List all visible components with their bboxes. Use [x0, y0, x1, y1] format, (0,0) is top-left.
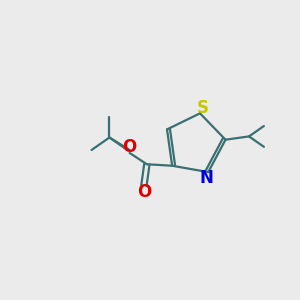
Text: S: S	[196, 99, 208, 117]
Text: O: O	[137, 183, 151, 201]
Text: N: N	[200, 169, 214, 187]
Text: O: O	[122, 138, 136, 156]
